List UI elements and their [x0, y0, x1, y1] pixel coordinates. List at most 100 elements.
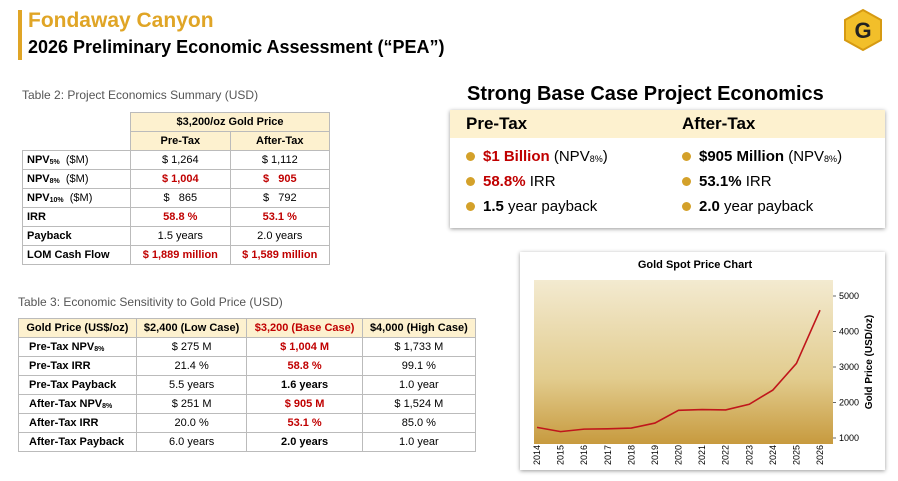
table2-caption: Table 2: Project Economics Summary (USD) — [22, 88, 259, 102]
header-row: $3,200/oz Gold Price — [23, 112, 330, 132]
table-row: Pre-Tax IRR 21.4 % 58.8 % 99.1 % — [18, 356, 477, 376]
subtitle: 2026 Preliminary Economic Assessment (“P… — [28, 37, 445, 57]
bullet-dot — [682, 177, 691, 186]
bullet-value: $1 Billion — [483, 148, 550, 165]
table-cell: $ 275 M — [135, 337, 248, 357]
row-label: Payback — [21, 226, 132, 246]
x-tick-label: 2023 — [744, 445, 754, 465]
table-row: LOM Cash Flow $ 1,889 million $ 1,589 mill… — [21, 245, 331, 265]
table-cell: 21.4 % — [135, 356, 248, 376]
column-header: $3,200 (Base Case) — [246, 318, 363, 338]
table-cell: 58.8 % — [246, 356, 363, 376]
bullet-dot — [466, 202, 475, 211]
label-text: After-Tax Payback — [29, 436, 125, 448]
table-cell: 99.1 % — [361, 356, 477, 376]
label-subscript: 5% — [49, 159, 60, 166]
x-tick-label: 2019 — [650, 445, 660, 465]
column-header: Pre-Tax — [130, 131, 231, 151]
column-header: $2,400 (Low Case) — [135, 318, 248, 338]
label-subscript: 8% — [102, 403, 113, 410]
summary-column: After-Tax $905 Million (NPV8%) 53.1% IRR 2.… — [682, 110, 882, 219]
table3: Gold Price (US$/oz) $2,400 (Low Case) $3,2… — [18, 318, 477, 452]
y-tick-label: 5000 — [839, 291, 859, 301]
table-cell: $ 251 M — [135, 394, 248, 414]
blank-cell — [23, 113, 131, 132]
x-tick-label: 2021 — [697, 445, 707, 465]
table-cell: $ 1,524 M — [361, 394, 477, 414]
table-cell: 20.0 % — [135, 413, 248, 433]
table-cell: 2.0 years — [246, 432, 363, 452]
table-cell: $ 1,589 million — [229, 245, 331, 265]
bullet-dot — [466, 152, 475, 161]
table-row: NPV8% ($M) $ 1,004 $ 905 — [21, 169, 331, 189]
plot-background — [534, 280, 833, 444]
summary-column: Pre-Tax $1 Billion (NPV8%) 58.8% IRR 1.5 ye… — [466, 110, 666, 219]
table-row: Payback 1.5 years 2.0 years — [21, 226, 331, 246]
table-cell: 1.0 year — [361, 432, 477, 452]
row-label: NPV8% ($M) — [21, 169, 132, 189]
column-header: $4,000 (High Case) — [361, 318, 477, 338]
y-tick-label: 1000 — [839, 433, 859, 443]
row-label: After-Tax Payback — [18, 432, 137, 452]
table-cell: 85.0 % — [361, 413, 477, 433]
table-row: IRR 58.8 % 53.1 % — [21, 207, 331, 227]
chart-box: Gold Spot Price Chart Gold Price (USD/oz… — [520, 252, 885, 470]
x-tick-label: 2014 — [532, 445, 542, 465]
label-text: After-Tax NPV — [29, 398, 103, 410]
table-cell: 1.6 years — [246, 375, 363, 395]
table-cell: $ 1,004 — [130, 169, 231, 189]
column-heading: After-Tax — [682, 114, 756, 133]
label-text: Payback — [27, 230, 72, 242]
table-cell: $ 865 — [130, 188, 231, 208]
table-cell: $ 1,004 M — [246, 337, 363, 357]
bullet: $905 Million (NPV8%) — [682, 144, 882, 169]
table-row: After-Tax Payback 6.0 years 2.0 years 1.0 y… — [18, 432, 477, 452]
label-unit: ($M) — [65, 173, 89, 185]
row-label: After-Tax IRR — [18, 413, 137, 433]
bullet-text: year payback — [508, 198, 598, 215]
bullet-text: year payback — [724, 198, 814, 215]
table-cell: 1.0 year — [361, 375, 477, 395]
table-cell: 5.5 years — [135, 375, 248, 395]
label-text: LOM Cash Flow — [27, 249, 110, 261]
label-subscript: 10% — [49, 197, 64, 204]
price-line — [536, 309, 821, 433]
bullet: 58.8% IRR — [466, 169, 666, 194]
column-header: After-Tax — [229, 131, 331, 151]
table-cell: 58.8 % — [130, 207, 231, 227]
table-cell: 53.1 % — [229, 207, 331, 227]
blank-cell — [23, 132, 131, 151]
table-cell: $ 905 — [229, 169, 331, 189]
table-cell: $ 792 — [229, 188, 331, 208]
x-tick-label: 2017 — [603, 445, 613, 465]
header-row: Pre-Tax After-Tax — [23, 131, 331, 151]
summary-box: Pre-Tax $1 Billion (NPV8%) 58.8% IRR 1.5 ye… — [450, 110, 885, 228]
label-text: After-Tax IRR — [29, 417, 99, 429]
bullet: 1.5 year payback — [466, 194, 666, 219]
y-tick-label: 2000 — [839, 398, 859, 408]
table-row: After-Tax IRR 20.0 % 53.1 % 85.0 % — [18, 413, 477, 433]
bullet-value: $905 Million — [699, 148, 785, 165]
bullet: 53.1% IRR — [682, 169, 882, 194]
title: Fondaway Canyon — [28, 9, 214, 32]
bullet-text: IRR — [529, 173, 556, 190]
bullet-value: 1.5 — [483, 198, 504, 215]
bullet-value: 2.0 — [699, 198, 720, 215]
label-unit: ($M) — [69, 192, 93, 204]
bullet: $1 Billion (NPV8%) — [466, 144, 666, 169]
table-cell: 6.0 years — [135, 432, 248, 452]
bullet-subscript: 8% — [589, 154, 603, 164]
row-label: IRR — [21, 207, 132, 227]
row-label: After-Tax NPV8% — [18, 394, 137, 414]
table-cell: $ 1,889 million — [130, 245, 231, 265]
row-label: Pre-Tax IRR — [18, 356, 137, 376]
label-unit: ($M) — [65, 154, 89, 166]
table-cell: $ 1,733 M — [361, 337, 477, 357]
x-tick-label: 2016 — [579, 445, 589, 465]
table-row: NPV5% ($M) $ 1,264 $ 1,112 — [21, 150, 331, 170]
x-tick-label: 2025 — [791, 445, 801, 465]
label-text: IRR — [27, 211, 46, 223]
y-tick-label: 3000 — [839, 362, 859, 372]
y-axis-title: Gold Price (USD/oz) — [864, 315, 875, 409]
